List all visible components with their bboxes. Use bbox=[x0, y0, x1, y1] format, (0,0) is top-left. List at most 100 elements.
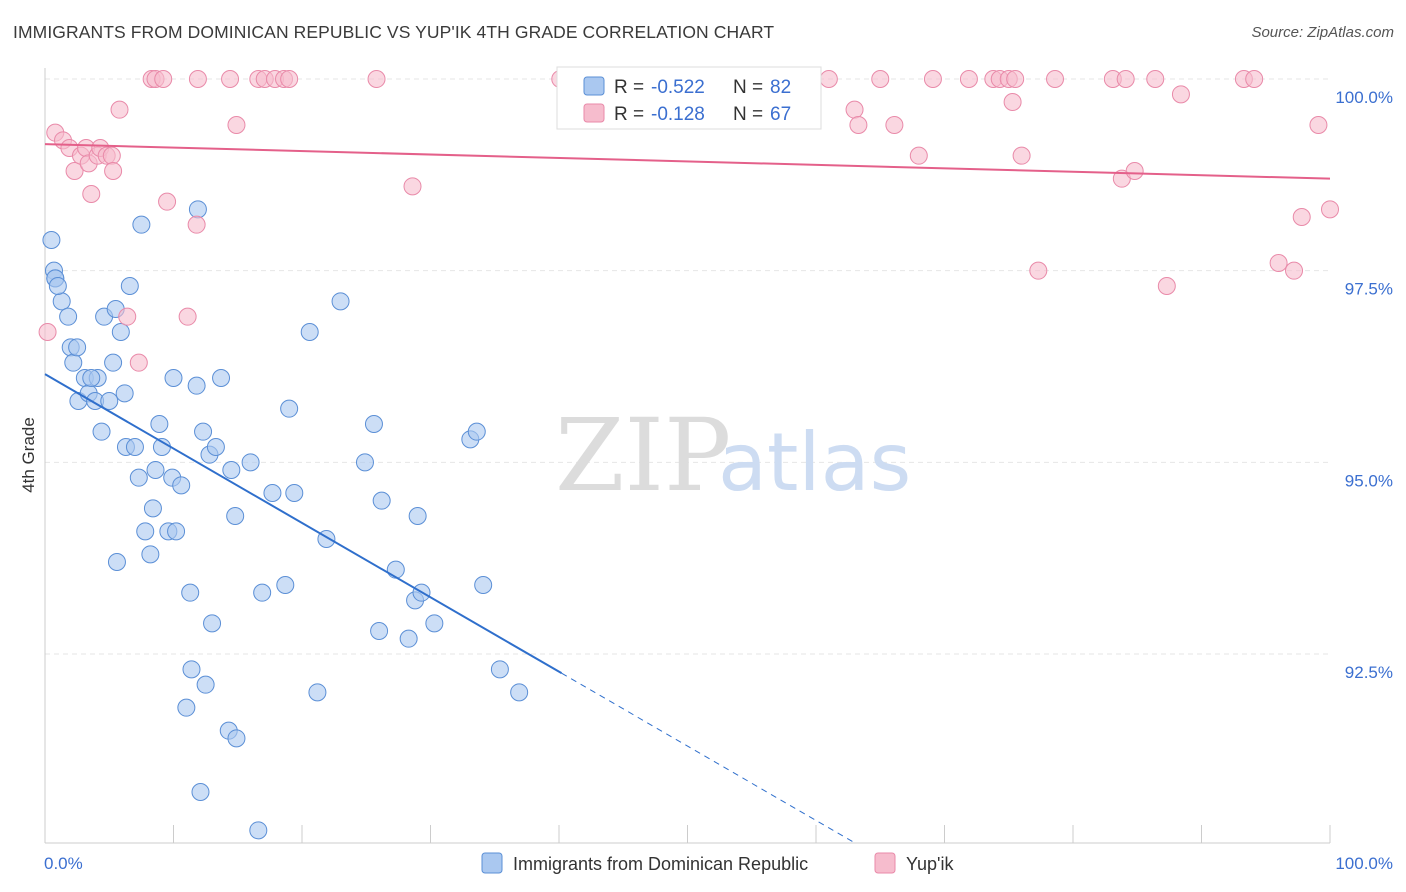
dominican-point-63 bbox=[331, 292, 350, 311]
dominican-point-42 bbox=[191, 783, 210, 801]
chart-title: IMMIGRANTS FROM DOMINICAN REPUBLIC VS YU… bbox=[13, 22, 775, 42]
yupik-point-42 bbox=[909, 146, 928, 165]
dominican-point-14 bbox=[92, 422, 111, 441]
yupik-point-15 bbox=[118, 307, 137, 326]
dominican-point-27 bbox=[141, 545, 160, 564]
stat-n-label-2: N = bbox=[733, 104, 763, 125]
stats-legend: R = -0.522 N = 82 R = -0.128 N = 67 bbox=[556, 66, 822, 130]
legend-swatch-yupik bbox=[874, 852, 896, 874]
blue-swatch bbox=[583, 76, 605, 96]
stat-r-value-2: -0.128 bbox=[651, 104, 705, 125]
yupik-point-30 bbox=[280, 70, 299, 88]
yupik-point-59 bbox=[1171, 85, 1190, 104]
y-axis-title: 4th Grade bbox=[19, 417, 38, 493]
dominican-point-35 bbox=[167, 522, 186, 541]
dominican-point-43 bbox=[194, 422, 213, 441]
yupik-point-23 bbox=[188, 70, 207, 88]
yupik-point-50 bbox=[1012, 146, 1031, 165]
y-tick-label-1: 95.0% bbox=[1345, 471, 1393, 490]
yupik-point-40 bbox=[871, 70, 890, 88]
stat-n-label-1: N = bbox=[733, 77, 763, 98]
dominican-point-19 bbox=[111, 323, 130, 341]
dominican-point-59 bbox=[285, 484, 304, 502]
dominican-point-46 bbox=[203, 614, 222, 633]
dominican-point-30 bbox=[150, 415, 169, 433]
yupik-point-12 bbox=[102, 146, 121, 165]
dominican-point-75 bbox=[467, 422, 486, 441]
dominican-point-65 bbox=[364, 415, 383, 433]
yupik-point-62 bbox=[1269, 254, 1288, 272]
legend-swatch-dominican bbox=[481, 852, 503, 874]
dominican-point-69 bbox=[399, 629, 418, 648]
dominican-point-50 bbox=[222, 461, 241, 479]
dominican-point-44 bbox=[196, 675, 215, 694]
yupik-point-57 bbox=[1146, 70, 1165, 88]
dominican-point-77 bbox=[490, 660, 509, 679]
yupik-point-4 bbox=[65, 162, 84, 180]
y-tick-label-0: 92.5% bbox=[1345, 663, 1393, 682]
dominican-point-81 bbox=[48, 277, 67, 295]
yupik-point-52 bbox=[1046, 70, 1065, 88]
dominican-point-22 bbox=[120, 277, 139, 295]
yupik-point-19 bbox=[154, 70, 173, 88]
yupik-point-22 bbox=[187, 215, 206, 234]
dominican-point-24 bbox=[129, 468, 148, 487]
dominican-point-23 bbox=[125, 438, 144, 456]
dominican-point-56 bbox=[263, 484, 282, 502]
data-points bbox=[38, 70, 1339, 840]
yupik-point-64 bbox=[1292, 208, 1311, 226]
yupik-point-32 bbox=[403, 177, 422, 196]
axes bbox=[44, 68, 1331, 844]
yupik-point-55 bbox=[1116, 70, 1135, 88]
yupik-point-39 bbox=[849, 116, 868, 134]
dominican-point-25 bbox=[132, 215, 151, 234]
dominican-point-4 bbox=[52, 292, 71, 311]
dominican-point-68 bbox=[386, 560, 405, 579]
yupik-point-0 bbox=[38, 323, 57, 341]
yupik-point-66 bbox=[1321, 200, 1339, 219]
yupik-point-38 bbox=[845, 100, 864, 119]
stat-r-label-1: R = bbox=[614, 77, 644, 98]
stat-n-value-2: 67 bbox=[770, 104, 791, 125]
series-legend: Immigrants from Dominican Republic Yup'i… bbox=[481, 852, 954, 874]
yupik-point-24 bbox=[221, 70, 240, 88]
yupik-point-25 bbox=[227, 116, 246, 134]
dominican-trend-extension bbox=[561, 672, 855, 844]
yupik-point-49 bbox=[1006, 70, 1025, 88]
dominican-point-16 bbox=[100, 392, 119, 410]
dominican-point-58 bbox=[280, 399, 299, 418]
dominican-point-39 bbox=[182, 660, 201, 679]
dominican-point-66 bbox=[370, 622, 389, 640]
yupik-point-14 bbox=[110, 100, 129, 119]
yupik-point-20 bbox=[158, 192, 177, 211]
dominican-point-80 bbox=[107, 553, 126, 571]
yupik-point-41 bbox=[885, 116, 904, 134]
dominican-point-20 bbox=[115, 384, 134, 403]
dominican-point-36 bbox=[172, 476, 191, 495]
yupik-point-56 bbox=[1125, 162, 1144, 180]
yupik-point-16 bbox=[129, 353, 148, 372]
pink-swatch bbox=[583, 103, 605, 123]
yupik-point-63 bbox=[1285, 261, 1304, 280]
dominican-point-48 bbox=[212, 369, 231, 387]
dominican-point-0 bbox=[42, 231, 61, 249]
dominican-point-40 bbox=[187, 376, 206, 395]
yupik-point-65 bbox=[1309, 116, 1328, 134]
dominican-point-26 bbox=[136, 522, 155, 541]
trend-lines bbox=[44, 143, 1331, 844]
dominican-point-7 bbox=[64, 353, 83, 372]
dominican-trend-line bbox=[44, 373, 563, 675]
y-tick-labels: 92.5% 95.0% 97.5% 100.0% bbox=[1335, 88, 1393, 682]
x-tick-labels: 0.0% 100.0% bbox=[44, 854, 1393, 873]
yupik-point-44 bbox=[959, 70, 978, 88]
x-tick-label-0: 0.0% bbox=[44, 854, 83, 873]
watermark-zip: ZIP bbox=[555, 397, 731, 514]
dominican-point-61 bbox=[308, 683, 327, 702]
dominican-point-52 bbox=[227, 729, 246, 748]
yupik-point-21 bbox=[178, 307, 197, 326]
x-tick-label-1: 100.0% bbox=[1335, 854, 1393, 873]
dominican-point-64 bbox=[355, 453, 374, 472]
stat-n-value-1: 82 bbox=[770, 77, 791, 98]
dominican-point-71 bbox=[408, 507, 427, 525]
